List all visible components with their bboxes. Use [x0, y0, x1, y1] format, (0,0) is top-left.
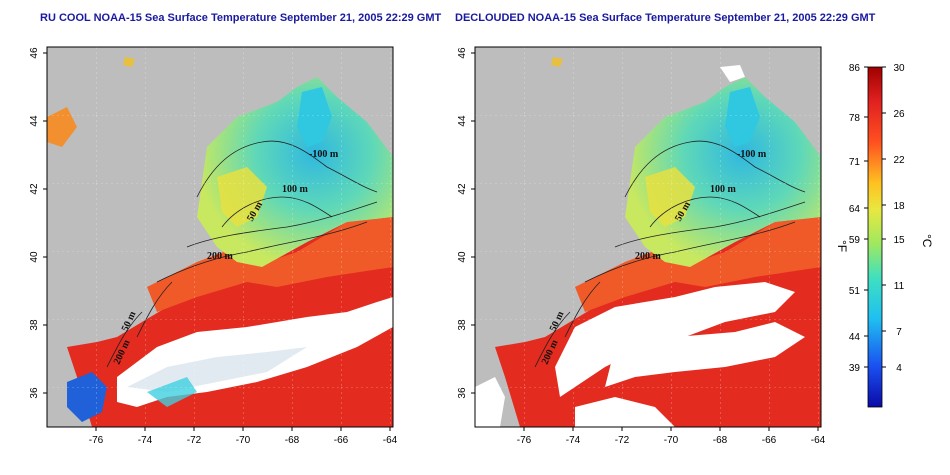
lon-tick-label: -70: [664, 435, 679, 446]
axes-right: -76 -74 -72 -70 -68 -66 -64 36 38 40 42 44 46: [457, 47, 826, 446]
celsius-tick-label: 4: [896, 363, 902, 374]
graticule: [47, 47, 393, 427]
lon-tick-label: -64: [383, 435, 398, 446]
lat-tick-label: 40: [457, 251, 468, 263]
lon-tick-label: -72: [615, 435, 630, 446]
fahrenheit-tick-label: 51: [849, 286, 861, 297]
celsius-tick-label: 7: [896, 327, 902, 338]
celsius-tick-label: 22: [893, 155, 905, 166]
lon-tick-label: -72: [187, 435, 202, 446]
lat-tick-label: 38: [457, 319, 468, 331]
lon-tick-label: -74: [138, 435, 153, 446]
fahrenheit-tick-label: 71: [849, 157, 861, 168]
fahrenheit-tick-label: 86: [849, 63, 861, 74]
celsius-tick-label: 26: [893, 109, 905, 120]
lat-tick-label: 42: [29, 183, 40, 195]
fahrenheit-tick-label: 59: [849, 235, 861, 246]
lat-tick-label: 46: [457, 47, 468, 59]
sst-map-right: -100 m 100 m 50 m 200 m 50 m 200 m: [474, 46, 822, 428]
lon-tick-label: -66: [334, 435, 349, 446]
panel-left-title: RU COOL NOAA-15 Sea Surface Temperature …: [40, 12, 442, 24]
colorbar: 86 78 71 64 59 51 44 39 30 26 22 18 15 11 7 4 °F °C: [835, 63, 934, 408]
panel-right-title: DECLOUDED NOAA-15 Sea Surface Temperatur…: [455, 12, 876, 24]
contour-label: 100 m: [282, 184, 309, 195]
contour-label: 200 m: [207, 251, 234, 262]
contour-label: 200 m: [635, 251, 662, 262]
lon-tick-label: -74: [566, 435, 581, 446]
fahrenheit-tick-label: 78: [849, 113, 861, 124]
map-frame: [474, 46, 822, 428]
celsius-tick-label: 18: [893, 201, 905, 212]
graticule: [475, 47, 821, 427]
celsius-unit-label: °C: [920, 234, 934, 248]
lat-tick-label: 36: [29, 387, 40, 399]
contour-label: -100 m: [309, 149, 339, 160]
fahrenheit-tick-label: 44: [849, 332, 861, 343]
colorbar-ticks: 86 78 71 64 59 51 44 39 30 26 22 18 15 11 7 4: [849, 63, 905, 374]
lon-tick-label: -68: [713, 435, 728, 446]
lat-tick-label: 46: [29, 47, 40, 59]
lon-tick-label: -76: [517, 435, 532, 446]
fahrenheit-tick-label: 64: [849, 204, 861, 215]
lat-tick-label: 38: [29, 319, 40, 331]
lat-tick-label: 40: [29, 251, 40, 263]
lat-tick-label: 42: [457, 183, 468, 195]
lat-tick-label: 44: [29, 115, 40, 127]
lon-tick-label: -76: [89, 435, 104, 446]
contour-label: -100 m: [737, 149, 767, 160]
celsius-tick-label: 15: [893, 235, 905, 246]
lon-tick-label: -66: [762, 435, 777, 446]
contour-label: 100 m: [710, 184, 737, 195]
celsius-tick-label: 11: [894, 281, 905, 292]
lon-tick-label: -70: [236, 435, 251, 446]
fahrenheit-tick-label: 39: [849, 363, 861, 374]
lat-tick-label: 44: [457, 115, 468, 127]
lon-tick-label: -64: [811, 435, 826, 446]
axes-left: -76 -74 -72 -70 -68 -66 -64 36 38 40 42 44 46: [29, 47, 398, 446]
sst-map-left: -100 m 100 m 50 m 200 m 50 m 200 m: [46, 46, 394, 428]
lat-tick-label: 36: [457, 387, 468, 399]
fahrenheit-unit-label: °F: [835, 240, 849, 252]
colorbar-gradient: [867, 66, 883, 408]
celsius-tick-label: 30: [893, 63, 905, 74]
lon-tick-label: -68: [285, 435, 300, 446]
map-frame: [46, 46, 394, 428]
